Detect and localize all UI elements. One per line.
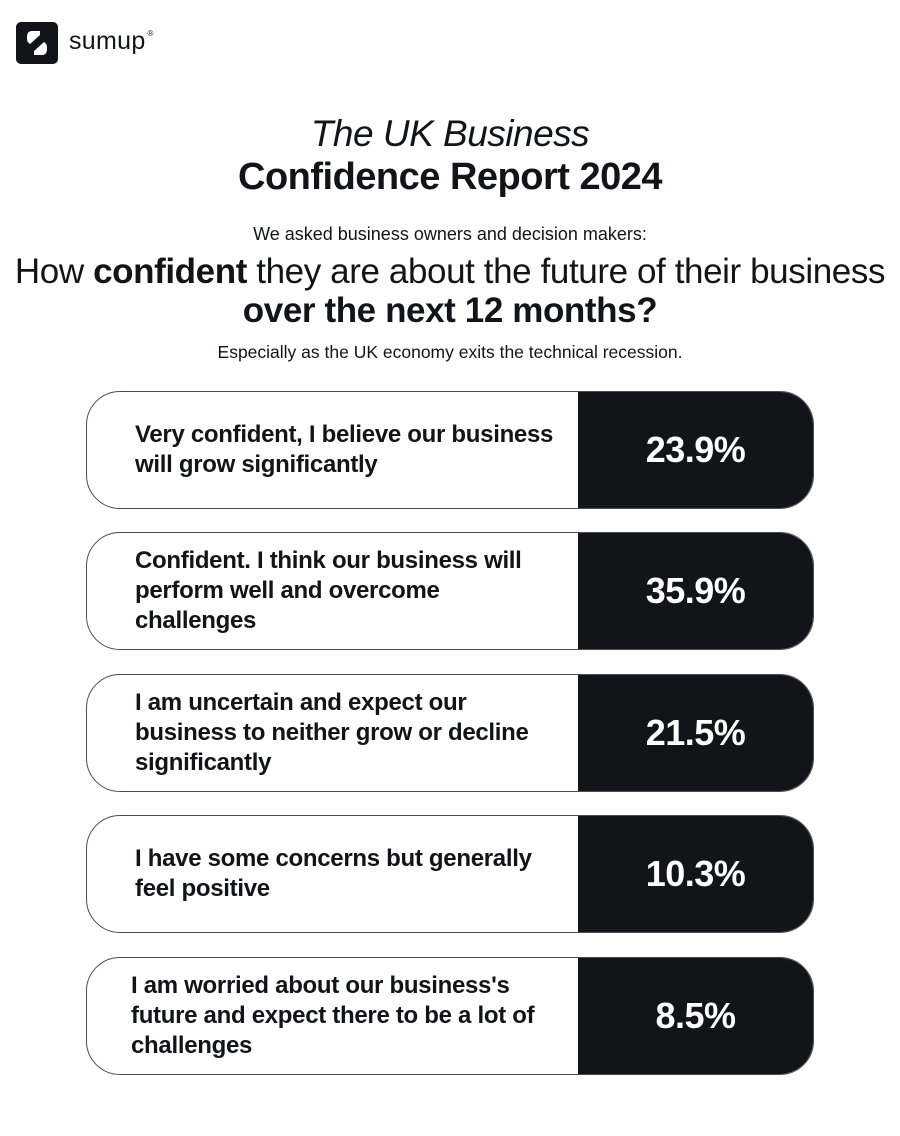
response-label: I have some concerns but generally feel … bbox=[135, 845, 532, 902]
response-card: Confident. I think our business will per… bbox=[86, 532, 814, 650]
response-label: I am worried about our business's future… bbox=[131, 972, 535, 1059]
context-note: Especially as the UK economy exits the t… bbox=[217, 342, 683, 362]
response-percentage: 23.9% bbox=[578, 392, 813, 508]
brand-logo: sumup ® bbox=[16, 22, 154, 64]
survey-question: How confident they are about the future … bbox=[14, 252, 886, 330]
response-card: I am worried about our business's future… bbox=[86, 957, 814, 1075]
response-card: Very confident, I believe our business w… bbox=[86, 391, 814, 509]
registered-mark: ® bbox=[147, 28, 154, 38]
intro-text: We asked business owners and decision ma… bbox=[253, 224, 647, 244]
response-percentage: 8.5% bbox=[578, 958, 813, 1074]
brand-name: sumup ® bbox=[69, 26, 154, 55]
response-card: I have some concerns but generally feel … bbox=[86, 815, 814, 933]
response-label: Confident. I think our business will per… bbox=[135, 547, 522, 634]
title-line-1: The UK Business bbox=[310, 113, 590, 154]
sumup-logo-icon bbox=[16, 22, 58, 64]
response-percentage: 10.3% bbox=[578, 816, 813, 932]
response-percentage: 35.9% bbox=[578, 533, 813, 649]
response-label: I am uncertain and expect our business t… bbox=[135, 689, 529, 776]
response-card: I am uncertain and expect our business t… bbox=[86, 674, 814, 792]
response-percentage: 21.5% bbox=[578, 675, 813, 791]
title-line-2: Confidence Report 2024 bbox=[238, 156, 663, 198]
response-label: Very confident, I believe our business w… bbox=[135, 421, 554, 478]
